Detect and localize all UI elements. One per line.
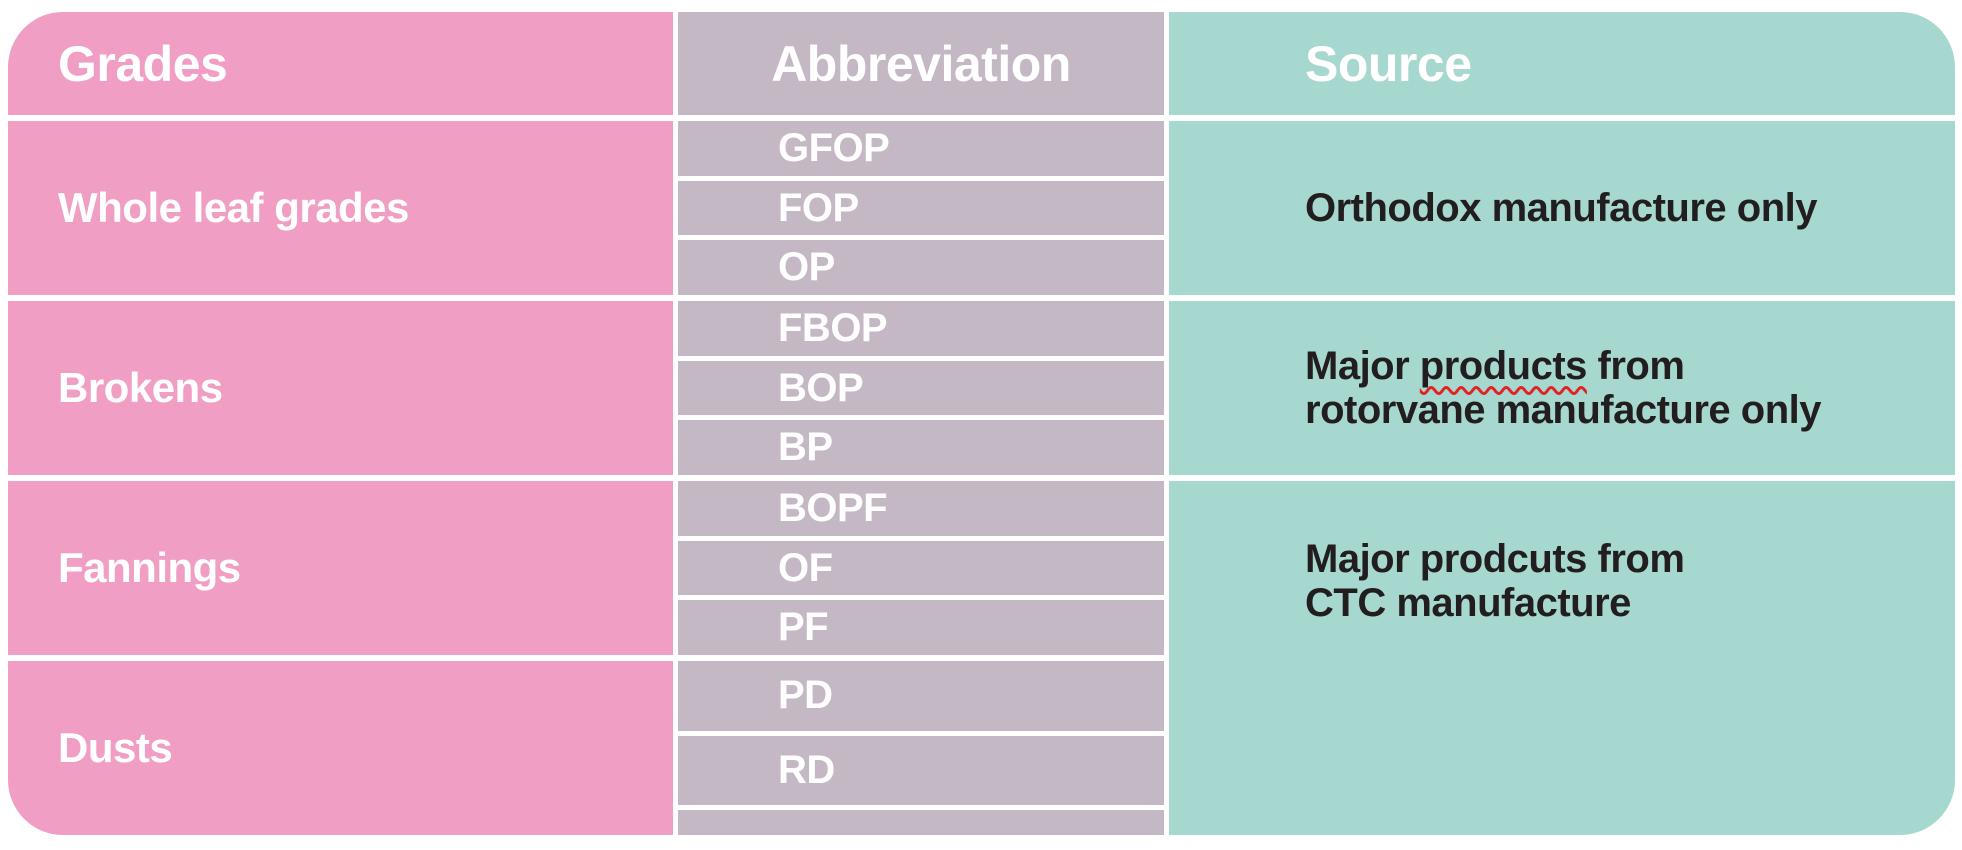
abbreviation-cell-bopf: BOPF	[678, 481, 1164, 536]
grade-cell-brokens: Brokens	[8, 301, 673, 475]
source-text-ctc-line2: CTC manufacture	[1305, 581, 1631, 625]
abbreviation-group-brokens: FBOP BOP BP	[678, 301, 1164, 476]
source-cell-ctc-and-dusts: Major prodcuts from CTC manufacture	[1169, 481, 1955, 835]
abbreviation-group-whole-leaf: GFOP FOP OP	[678, 121, 1164, 296]
abbreviation-cell-pd: PD	[678, 661, 1164, 731]
abbreviation-cell-fop: FOP	[678, 180, 1164, 236]
source-column: Source Orthodox manufacture only Major p…	[1169, 12, 1955, 835]
abbreviation-cell-op: OP	[678, 240, 1164, 296]
source-text-prefix: Major	[1305, 344, 1420, 388]
abbreviation-cell-rd: RD	[678, 735, 1164, 806]
source-text-rotorvane-line2: rotorvane manufacture only	[1305, 388, 1822, 432]
abbreviation-column: Abbreviation GFOP FOP OP FBOP BOP BP BOP…	[678, 12, 1164, 835]
grade-cell-fannings: Fannings	[8, 481, 673, 655]
abbreviation-cell-pf: PF	[678, 600, 1164, 656]
grade-cell-dusts: Dusts	[8, 661, 673, 835]
abbreviation-cell-empty	[678, 810, 1164, 835]
abbreviation-group-dusts: PD RD	[678, 661, 1164, 835]
abbreviation-cell-bop: BOP	[678, 360, 1164, 416]
abbreviation-cell-bp: BP	[678, 420, 1164, 476]
source-cell-rotorvane: Major products from rotorvane manufactur…	[1169, 301, 1955, 475]
source-cell-orthodox: Orthodox manufacture only	[1169, 121, 1955, 295]
abbreviation-cell-fbop: FBOP	[678, 301, 1164, 356]
column-header-grades: Grades	[8, 12, 673, 115]
column-header-source: Source	[1169, 12, 1955, 115]
abbreviation-group-fannings: BOPF OF PF	[678, 481, 1164, 656]
abbreviation-cell-of: OF	[678, 540, 1164, 596]
source-text-orthodox: Orthodox manufacture only	[1305, 186, 1818, 230]
grades-column: Grades Whole leaf grades Brokens Fanning…	[8, 12, 673, 835]
misspelled-word-products: products	[1419, 344, 1588, 388]
tea-grades-table: Grades Whole leaf grades Brokens Fanning…	[8, 12, 1955, 835]
source-text-ctc-line1: Major prodcuts from	[1305, 537, 1685, 581]
source-text-rotorvane-line1: Major products from	[1305, 344, 1955, 388]
column-header-abbreviation: Abbreviation	[678, 12, 1164, 115]
source-text-suffix: from	[1586, 344, 1685, 388]
abbreviation-cell-gfop: GFOP	[678, 121, 1164, 176]
grade-cell-whole-leaf-grades: Whole leaf grades	[8, 121, 673, 295]
